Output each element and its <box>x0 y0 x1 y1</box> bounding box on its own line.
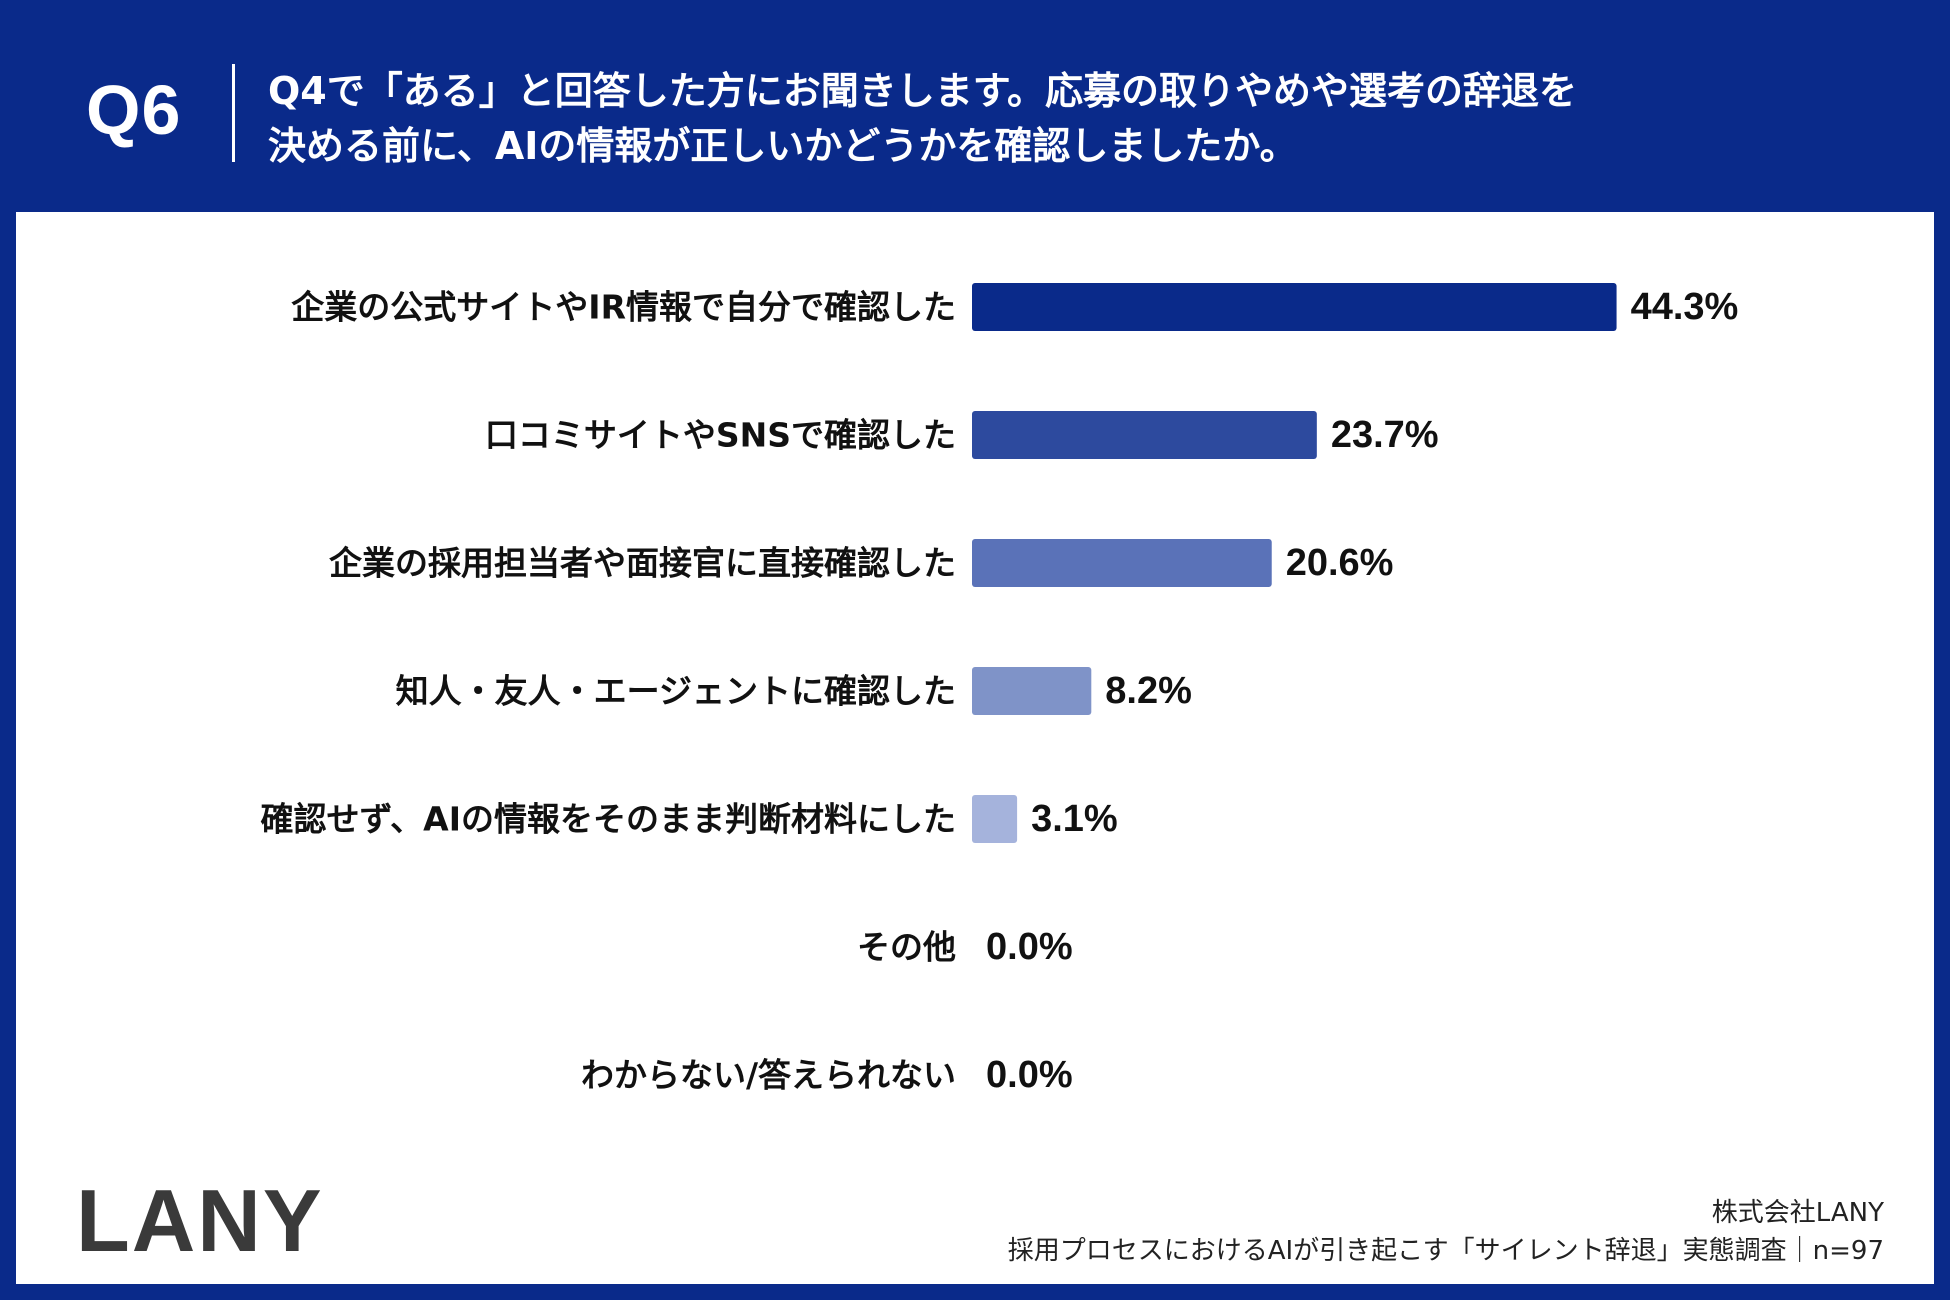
value-label: 0.0% <box>986 1054 1073 1096</box>
category-label: わからない/答えられない <box>581 1056 956 1095</box>
header: Q6 Q4で「ある」と回答した方にお聞きします。応募の取りやめや選考の辞退を 決… <box>0 0 1950 212</box>
header-divider <box>232 64 235 162</box>
bar <box>972 667 1092 715</box>
chart-panel: 企業の公式サイトやIR情報で自分で確認した 44.3% 口コミサイトやSNSで確認し… <box>16 212 1934 1284</box>
question-number: Q6 <box>86 71 182 149</box>
company-logo: LANY <box>76 1171 324 1270</box>
bar <box>972 539 1272 587</box>
value-label: 3.1% <box>1031 798 1118 840</box>
value-label: 0.0% <box>986 926 1073 968</box>
value-label: 8.2% <box>1105 670 1192 712</box>
question-text: Q4で「ある」と回答した方にお聞きします。応募の取りやめや選考の辞退を 決める前… <box>268 64 1868 174</box>
category-label: 企業の採用担当者や面接官に直接確認した <box>329 544 956 583</box>
category-label: 確認せず、AIの情報をそのまま判断材料にした <box>260 800 956 839</box>
question-line-1: Q4で「ある」と回答した方にお聞きします。応募の取りやめや選考の辞退を <box>268 69 1577 113</box>
category-label: 知人・友人・エージェントに確認した <box>396 672 956 711</box>
value-label: 20.6% <box>1286 542 1394 584</box>
category-label: 口コミサイトやSNSで確認した <box>485 416 956 455</box>
bar <box>972 795 1018 843</box>
category-label: 企業の公式サイトやIR情報で自分で確認した <box>291 288 956 327</box>
bar <box>972 283 1617 331</box>
bar <box>972 411 1317 459</box>
question-line-2: 決める前に、AIの情報が正しいかどうかを確認しましたか。 <box>268 124 1298 168</box>
bar-chart: 企業の公式サイトやIR情報で自分で確認した 44.3% 口コミサイトやSNSで確認し… <box>260 283 1739 1096</box>
category-label: その他 <box>857 928 956 967</box>
value-label: 23.7% <box>1331 414 1439 456</box>
value-label: 44.3% <box>1631 286 1739 328</box>
footer-survey: 採用プロセスにおけるAIが引き起こす「サイレント辞退」実態調査｜n=97 <box>1007 1236 1884 1266</box>
footer-company: 株式会社LANY <box>1711 1198 1884 1228</box>
